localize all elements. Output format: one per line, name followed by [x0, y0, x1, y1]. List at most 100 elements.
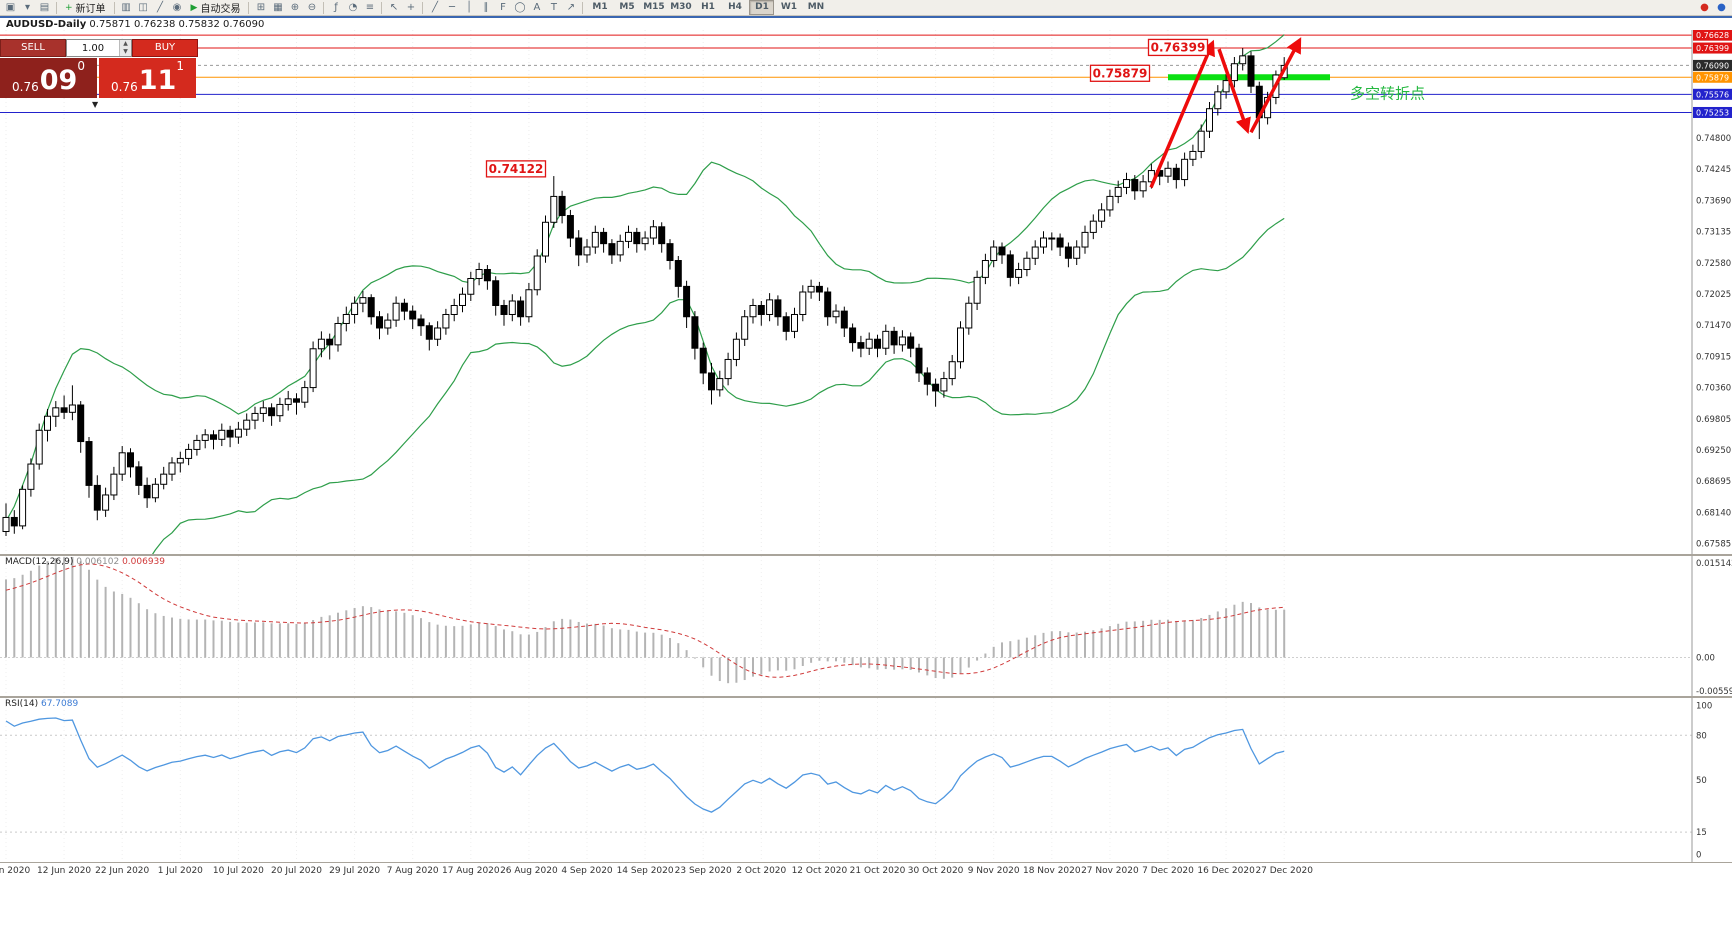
one-click-trading-panel: SELL 1.00 ▲ ▼ BUY 0.76 09 0 0.76 11 1	[0, 39, 198, 98]
chart-title: AUDUSD-Daily 0.75871 0.76238 0.75832 0.7…	[6, 19, 264, 30]
profiles-icon[interactable]: ▤	[39, 1, 50, 13]
shapes-tool-icon[interactable]: ◯	[514, 1, 526, 13]
trend-arrows[interactable]	[1149, 37, 1302, 189]
indicators-icon[interactable]: ƒ	[334, 1, 338, 13]
cursor-icon[interactable]: ↖	[389, 1, 399, 13]
macd-signal-line	[5, 563, 1285, 678]
autotrading-button-icon: ▶	[190, 2, 198, 13]
crosshair-icon[interactable]: +	[406, 1, 416, 13]
bid-pipette: 0	[77, 59, 85, 73]
main-toolbar: ▣ ▾ ▤ + 新订单 ▥ ◫ ╱ ◉ ▶ 自动交易 ⊞ ▦ ⊕ ⊖ ƒ ◔ ≡ ↖ + ╱ ─ │ ∥ F ◯ A T ↗ M1 M5 M1…	[0, 0, 1732, 16]
rsi-line	[5, 717, 1285, 813]
vertical-line-tool-icon[interactable]: │	[465, 1, 472, 13]
price-tag	[1693, 59, 1732, 71]
panel-splitter-3	[0, 862, 1732, 863]
date-label: 20 Jul 2020	[271, 866, 322, 876]
svg-text:0.00: 0.00	[1696, 653, 1715, 663]
volume-stepper[interactable]: 1.00 ▲ ▼	[66, 39, 132, 57]
toolbar-separator	[422, 1, 424, 14]
volume-down-icon[interactable]: ▼	[120, 48, 131, 56]
news-icon[interactable]: ●	[1700, 1, 1709, 13]
bid-price-box[interactable]: 0.76 09 0	[0, 58, 97, 98]
fibonacci-tool-icon[interactable]: F	[500, 1, 506, 13]
pivot-note-text[interactable]: 多空转折点	[1350, 85, 1425, 103]
bollinger-bands	[5, 34, 1285, 554]
date-label: 26 Aug 2020	[500, 866, 558, 876]
timeframe-button-h4[interactable]: H4	[728, 2, 742, 12]
cascade-windows-icon[interactable]: ▦	[273, 1, 283, 13]
volume-value[interactable]: 1.00	[81, 42, 105, 54]
macd-axis[interactable]: 0.015142 0.00 -0.005595	[1691, 556, 1732, 696]
rsi-axis[interactable]: 100 80 50 15 0	[1691, 698, 1712, 862]
timeframe-button-m1[interactable]: M1	[592, 2, 608, 12]
rsi-name: RSI(14)	[5, 699, 39, 709]
price-tag	[1693, 88, 1732, 100]
horizontal-line-tool-icon[interactable]: ─	[448, 1, 455, 13]
date-label: 10 Jul 2020	[212, 866, 264, 876]
zoom-out-icon[interactable]: ⊖	[307, 1, 317, 13]
panel-splitter-1[interactable]	[0, 554, 1732, 556]
svg-text:0.70360: 0.70360	[1696, 384, 1731, 394]
dropdown-arrow-icon[interactable]: ▾	[24, 1, 31, 13]
panel-splitter-2[interactable]	[0, 696, 1732, 698]
trendline-tool-icon[interactable]: ╱	[431, 1, 438, 13]
timeframe-button-h1[interactable]: H1	[701, 2, 715, 12]
svg-text:0.68695: 0.68695	[1696, 477, 1731, 487]
period-clock-icon[interactable]: ◔	[348, 1, 358, 13]
svg-text:0.69805: 0.69805	[1696, 415, 1731, 425]
macd-panel[interactable]: 0.015142 0.00 -0.005595	[0, 556, 1732, 696]
svg-text:0.71470: 0.71470	[1696, 321, 1731, 331]
new-order-button[interactable]: + 新订单	[60, 1, 111, 16]
candlestick-chart-icon[interactable]: ◫	[138, 1, 148, 13]
line-chart-icon[interactable]: ╱	[157, 1, 164, 13]
timeframe-button-mn[interactable]: MN	[807, 2, 825, 12]
bar-chart-icon[interactable]: ▥	[121, 1, 131, 13]
zoom-in-icon[interactable]: ⊕	[290, 1, 300, 13]
bid-prefix: 0.76	[12, 80, 39, 94]
arrow-tool-icon[interactable]: ↗	[566, 1, 576, 13]
macd-signal-value: 0.006939	[122, 557, 166, 567]
templates-icon[interactable]: ≡	[365, 1, 375, 13]
date-label: 17 Aug 2020	[441, 866, 500, 876]
svg-text:50: 50	[1696, 776, 1707, 786]
date-label: 29 Jul 2020	[329, 866, 381, 876]
svg-text:0.74122: 0.74122	[489, 162, 544, 176]
autotrading-button[interactable]: ▶ 自动交易	[186, 1, 246, 16]
timeframe-button-m5[interactable]: M5	[619, 2, 635, 12]
community-icon[interactable]: ●	[1717, 1, 1726, 13]
svg-text:0.68140: 0.68140	[1696, 508, 1731, 518]
timeframe-button-w1[interactable]: W1	[780, 2, 798, 12]
svg-text:0.70915: 0.70915	[1696, 352, 1731, 362]
price-callout-box	[1089, 64, 1151, 82]
date-label: 16 Dec 2020	[1197, 866, 1255, 876]
volume-up-icon[interactable]: ▲	[120, 40, 131, 48]
text-tool-icon[interactable]: A	[533, 1, 541, 13]
candlesticks-layer[interactable]	[2, 48, 1288, 537]
chart-dots-icon[interactable]: ◉	[172, 1, 182, 13]
tile-windows-icon[interactable]: ⊞	[256, 1, 266, 13]
svg-text:0.75879: 0.75879	[1696, 73, 1729, 82]
channel-tool-icon[interactable]: ∥	[483, 1, 489, 13]
price-chart[interactable]: 0.763990.758790.74122多空转折点0.748000.74245…	[0, 30, 1732, 554]
buy-button[interactable]: BUY	[132, 39, 198, 57]
level-lines-layer[interactable]	[0, 34, 1692, 113]
rsi-panel[interactable]: 100 80 50 15 0	[0, 698, 1732, 862]
ask-price-box[interactable]: 0.76 11 1	[99, 58, 196, 98]
chart-window-icon[interactable]: ▣	[5, 1, 16, 13]
date-label: 14 Sep 2020	[616, 866, 674, 876]
label-tool-icon[interactable]: T	[550, 1, 558, 13]
svg-text:0.75576: 0.75576	[1696, 90, 1729, 99]
price-axis[interactable]: 0.74800 0.74245 0.73690 0.73135 0.72580 0.720…	[1691, 30, 1732, 554]
price-callout-box	[485, 160, 547, 178]
timeframe-button-m15[interactable]: M15	[643, 2, 665, 12]
toolbar-separator	[248, 1, 250, 14]
ask-prefix: 0.76	[111, 80, 138, 94]
panel-collapse-icon[interactable]: ▼	[92, 100, 99, 109]
sell-button[interactable]: SELL	[0, 39, 66, 57]
svg-text:0.76399: 0.76399	[1151, 40, 1206, 54]
timeframe-button-d1[interactable]: D1	[749, 0, 775, 15]
macd-histogram	[5, 556, 1286, 684]
timeframe-button-m30[interactable]: M30	[670, 2, 692, 12]
